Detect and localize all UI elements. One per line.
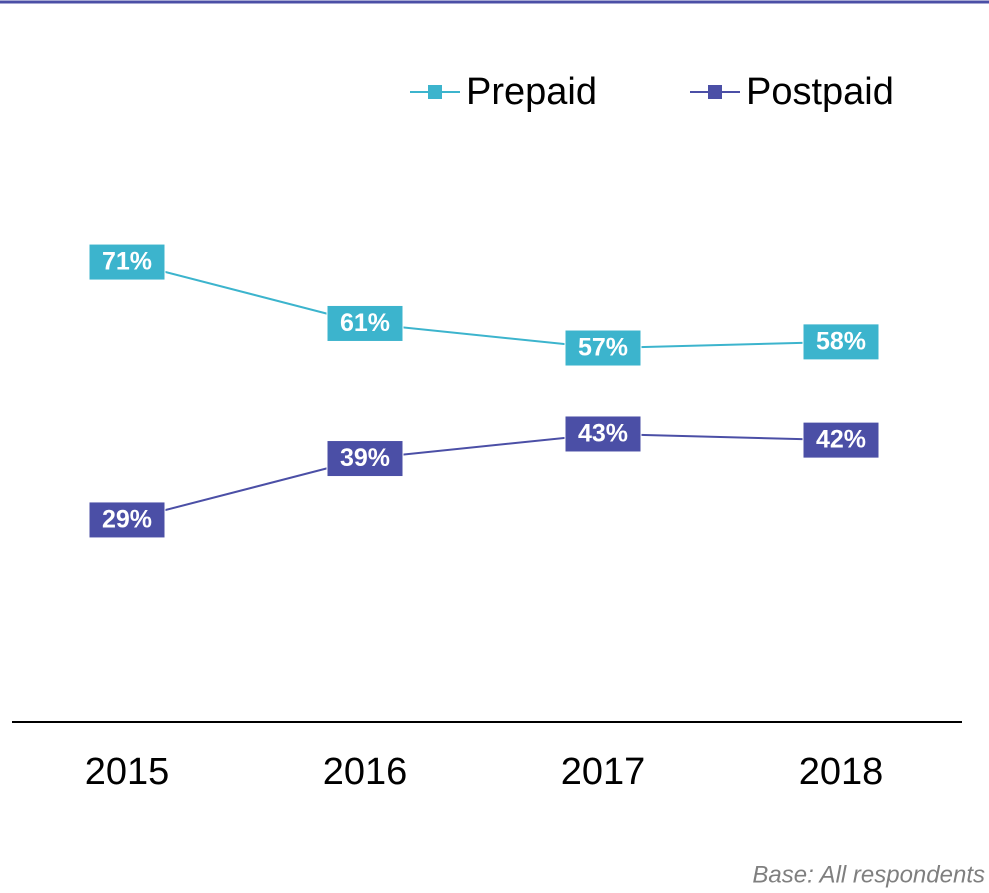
data-label: 58%	[816, 327, 866, 355]
legend-marker	[708, 85, 722, 99]
data-point	[88, 243, 166, 281]
data-label: 39%	[340, 444, 390, 472]
x-tick-label: 2017	[561, 751, 646, 793]
data-point	[802, 421, 880, 459]
data-label: 29%	[102, 506, 152, 534]
data-label: 43%	[578, 420, 628, 448]
data-point	[326, 304, 404, 342]
footnote: Base: All respondents	[752, 861, 985, 888]
x-tick-label: 2016	[323, 751, 408, 793]
data-label: 71%	[102, 248, 152, 276]
legend-marker	[428, 85, 442, 99]
legend-label: Postpaid	[746, 71, 894, 113]
series-line	[126, 261, 842, 350]
x-tick-label: 2018	[799, 751, 884, 793]
data-point	[802, 323, 880, 361]
series-line	[126, 432, 842, 521]
data-label: 61%	[340, 309, 390, 337]
data-point	[564, 329, 642, 367]
data-label: 42%	[816, 426, 866, 454]
data-point	[326, 440, 404, 478]
legend-label: Prepaid	[466, 71, 597, 113]
data-point	[564, 415, 642, 453]
data-label: 57%	[578, 334, 628, 362]
x-tick-label: 2015	[85, 751, 170, 793]
data-point	[88, 501, 166, 539]
